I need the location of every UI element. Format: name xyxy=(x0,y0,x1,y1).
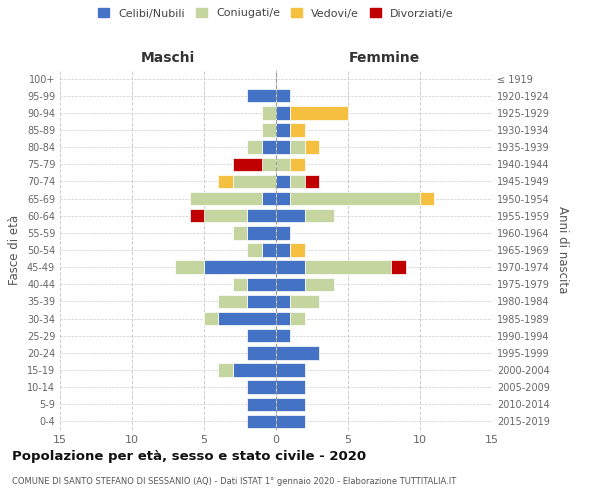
Bar xyxy=(290,106,348,120)
Bar xyxy=(247,226,276,239)
Bar xyxy=(420,192,434,205)
Bar xyxy=(233,364,276,376)
Bar xyxy=(247,380,276,394)
Bar xyxy=(247,278,276,291)
Bar xyxy=(247,294,276,308)
Bar xyxy=(247,398,276,411)
Bar xyxy=(276,329,290,342)
Bar xyxy=(247,89,276,102)
Bar xyxy=(262,192,276,205)
Bar xyxy=(276,294,290,308)
Bar xyxy=(276,174,290,188)
Bar xyxy=(276,278,305,291)
Bar xyxy=(175,260,204,274)
Bar xyxy=(290,158,305,171)
Bar xyxy=(276,244,290,256)
Bar xyxy=(262,158,276,171)
Bar xyxy=(276,89,290,102)
Bar xyxy=(276,140,290,154)
Bar xyxy=(262,244,276,256)
Bar xyxy=(276,364,305,376)
Bar xyxy=(276,124,290,136)
Bar xyxy=(247,244,262,256)
Bar xyxy=(290,244,305,256)
Bar xyxy=(276,260,305,274)
Bar xyxy=(262,124,276,136)
Bar xyxy=(276,380,305,394)
Text: Femmine: Femmine xyxy=(349,51,419,65)
Text: Popolazione per età, sesso e stato civile - 2020: Popolazione per età, sesso e stato civil… xyxy=(12,450,366,463)
Bar xyxy=(290,192,420,205)
Bar xyxy=(391,260,406,274)
Bar xyxy=(218,294,247,308)
Bar xyxy=(218,174,233,188)
Bar xyxy=(262,106,276,120)
Bar xyxy=(290,174,305,188)
Y-axis label: Fasce di età: Fasce di età xyxy=(8,215,21,285)
Bar xyxy=(262,140,276,154)
Bar xyxy=(276,414,305,428)
Text: Maschi: Maschi xyxy=(141,51,195,65)
Bar xyxy=(204,260,276,274)
Y-axis label: Anni di nascita: Anni di nascita xyxy=(556,206,569,294)
Bar xyxy=(247,209,276,222)
Bar xyxy=(276,106,290,120)
Bar xyxy=(305,140,319,154)
Bar xyxy=(276,158,290,171)
Bar xyxy=(247,329,276,342)
Text: COMUNE DI SANTO STEFANO DI SESSANIO (AQ) - Dati ISTAT 1° gennaio 2020 - Elaboraz: COMUNE DI SANTO STEFANO DI SESSANIO (AQ)… xyxy=(12,478,456,486)
Bar xyxy=(247,346,276,360)
Bar xyxy=(305,278,334,291)
Bar xyxy=(276,346,319,360)
Bar xyxy=(218,364,233,376)
Bar xyxy=(276,312,290,326)
Bar xyxy=(305,174,319,188)
Bar xyxy=(233,278,247,291)
Bar xyxy=(290,294,319,308)
Bar xyxy=(204,209,247,222)
Bar xyxy=(218,312,276,326)
Bar xyxy=(247,140,262,154)
Bar xyxy=(290,140,305,154)
Bar xyxy=(276,192,290,205)
Bar xyxy=(233,226,247,239)
Bar xyxy=(247,414,276,428)
Legend: Celibi/Nubili, Coniugati/e, Vedovi/e, Divorziati/e: Celibi/Nubili, Coniugati/e, Vedovi/e, Di… xyxy=(98,8,454,18)
Bar xyxy=(305,209,334,222)
Bar xyxy=(204,312,218,326)
Bar xyxy=(190,209,204,222)
Bar xyxy=(190,192,262,205)
Bar xyxy=(276,209,305,222)
Bar xyxy=(276,398,305,411)
Bar xyxy=(233,158,262,171)
Bar xyxy=(290,312,305,326)
Bar xyxy=(276,226,290,239)
Bar xyxy=(305,260,391,274)
Bar xyxy=(290,124,305,136)
Bar xyxy=(233,174,276,188)
